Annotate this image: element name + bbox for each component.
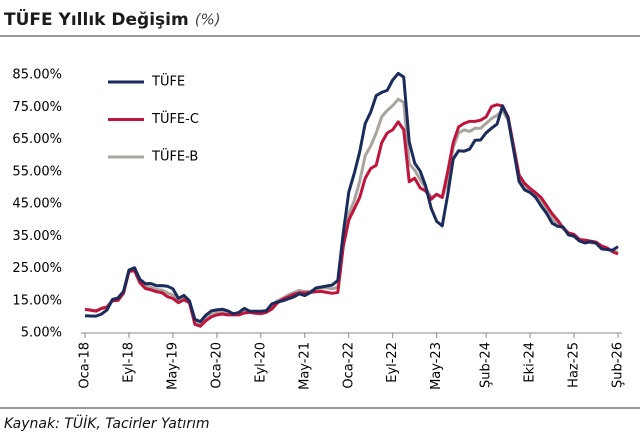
chart-subtitle: (%) — [195, 11, 221, 29]
y-tick-label: 15.00% — [12, 293, 62, 308]
legend-label: TÜFE-B — [151, 148, 198, 165]
legend-label: TÜFE-C — [151, 110, 199, 127]
y-tick-label: 55.00% — [12, 164, 62, 179]
series-line — [84, 71, 619, 324]
y-tick-label: 75.00% — [12, 100, 62, 115]
y-tick-label: 65.00% — [12, 132, 62, 147]
x-tick-label: May-21 — [297, 342, 312, 390]
x-tick-label: Eyl-22 — [385, 342, 400, 383]
x-tick-label: Eyl-18 — [121, 342, 136, 383]
y-tick-label: 45.00% — [12, 197, 62, 212]
x-tick-label: May-23 — [429, 342, 444, 390]
y-tick-label: 25.00% — [12, 261, 62, 276]
x-tick-label: Oca-18 — [78, 342, 93, 389]
series-line — [84, 103, 619, 328]
chart-title: TÜFE Yıllık Değişim — [4, 8, 189, 30]
x-tick-label: Oca-22 — [341, 342, 356, 389]
x-tick-label: Şub-24 — [479, 342, 494, 388]
y-tick-label: 5.00% — [21, 326, 62, 341]
x-tick-label: May-19 — [165, 342, 180, 390]
x-tick-label: Haz-25 — [567, 342, 582, 388]
legend-label: TÜFE — [151, 73, 185, 90]
y-tick-label: 85.00% — [12, 68, 62, 83]
source: Kaynak: TÜİK, Tacirler Yatırım — [4, 414, 210, 432]
x-tick-label: Oca-20 — [209, 342, 224, 389]
x-tick-label: Eyl-20 — [253, 342, 268, 383]
x-tick-label: Eki-24 — [523, 342, 538, 383]
y-tick-label: 35.00% — [12, 229, 62, 244]
x-tick-label: Şub-26 — [611, 342, 626, 388]
